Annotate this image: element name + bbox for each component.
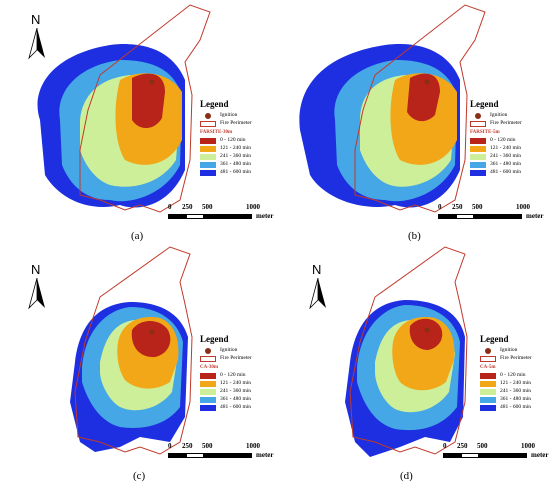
legend-class-3: 241 - 360 min (490, 153, 522, 160)
burn-map-c (70, 246, 193, 455)
panel-b: Legend Ignition Fire Perimeter FARSITE-5… (275, 0, 550, 242)
legend-class-2: 121 - 240 min (220, 380, 252, 387)
scale-bar-a: 0 250 500 1000 meter (168, 203, 274, 220)
caption-a: (a) (131, 230, 144, 242)
ignition-point (424, 327, 430, 333)
perimeter-icon (200, 356, 216, 362)
legend-perimeter: Fire Perimeter (220, 120, 252, 127)
legend-perimeter: Fire Perimeter (500, 355, 532, 362)
legend-a: Legend Ignition Fire Perimeter FARSITE-3… (200, 100, 252, 177)
legend-class-5: 481 - 600 min (220, 169, 252, 176)
legend-b: Legend Ignition Fire Perimeter FARSITE-5… (470, 100, 522, 177)
legend-c: Legend Ignition Fire Perimeter CA-30m 0 … (200, 335, 252, 412)
legend-class-2: 121 - 240 min (220, 145, 252, 152)
ignition-icon (205, 348, 211, 354)
burn-map-a (37, 4, 211, 213)
ignition-icon (485, 348, 491, 354)
north-arrow-icon (309, 278, 326, 310)
legend-class-2: 121 - 240 min (490, 145, 522, 152)
legend-ignition: Ignition (500, 347, 518, 354)
caption-c: (c) (133, 470, 146, 482)
legend-class-4: 361 - 480 min (500, 396, 532, 403)
perimeter-icon (200, 121, 216, 127)
ignition-point (149, 79, 155, 85)
north-label: N (312, 262, 322, 277)
legend-class-1: 0 - 120 min (500, 372, 526, 379)
caption-b: (b) (408, 230, 421, 242)
legend-class-4: 361 - 480 min (220, 396, 252, 403)
scale-bar-d: 0 250 500 1000 meter (443, 442, 549, 459)
legend-ignition: Ignition (490, 112, 508, 119)
north-label: N (31, 262, 41, 277)
legend-class-3: 241 - 360 min (220, 388, 252, 395)
ignition-icon (475, 113, 481, 119)
perimeter-icon (470, 121, 486, 127)
burn-map-d (345, 246, 468, 457)
ignition-point (424, 79, 430, 85)
legend-ignition: Ignition (220, 347, 238, 354)
caption-d: (d) (400, 470, 413, 482)
legend-class-5: 481 - 600 min (500, 404, 532, 411)
north-arrow-icon (28, 28, 45, 60)
perimeter-icon (480, 356, 496, 362)
ignition-point (149, 329, 155, 335)
legend-method: FARSITE-30m (200, 130, 233, 135)
legend-perimeter: Fire Perimeter (490, 120, 522, 127)
legend-class-1: 0 - 120 min (220, 372, 246, 379)
north-arrow-icon (28, 278, 45, 310)
north-label: N (31, 12, 41, 27)
legend-perimeter: Fire Perimeter (220, 355, 252, 362)
panel-d: N Legend Ignition Fire Perimeter CA-5m 0… (275, 242, 550, 484)
panel-c: N Legend Ignition Fire Perimeter CA-30m … (0, 242, 275, 484)
legend-title: Legend (200, 334, 229, 344)
legend-class-1: 0 - 120 min (220, 137, 246, 144)
legend-class-5: 481 - 600 min (220, 404, 252, 411)
legend-title: Legend (200, 99, 229, 109)
legend-class-1: 0 - 120 min (490, 137, 516, 144)
legend-method: CA-5m (480, 365, 496, 370)
legend-class-4: 361 - 480 min (220, 161, 252, 168)
legend-class-5: 481 - 600 min (490, 169, 522, 176)
legend-method: CA-30m (200, 365, 219, 370)
legend-method: FARSITE-5m (470, 130, 500, 135)
legend-d: Legend Ignition Fire Perimeter CA-5m 0 -… (480, 335, 532, 412)
legend-ignition: Ignition (220, 112, 238, 119)
ignition-icon (205, 113, 211, 119)
burn-map-b (299, 4, 486, 213)
panel-a: N Legend Ignition Fire Perimeter FARSITE… (0, 0, 275, 242)
legend-title: Legend (480, 334, 509, 344)
scale-bar-c: 0 250 500 1000 meter (168, 442, 274, 459)
legend-title: Legend (470, 99, 499, 109)
legend-class-4: 361 - 480 min (490, 161, 522, 168)
legend-class-3: 241 - 360 min (500, 388, 532, 395)
scale-bar-b: 0 250 500 1000 meter (438, 203, 544, 220)
legend-class-2: 121 - 240 min (500, 380, 532, 387)
legend-class-3: 241 - 360 min (220, 153, 252, 160)
